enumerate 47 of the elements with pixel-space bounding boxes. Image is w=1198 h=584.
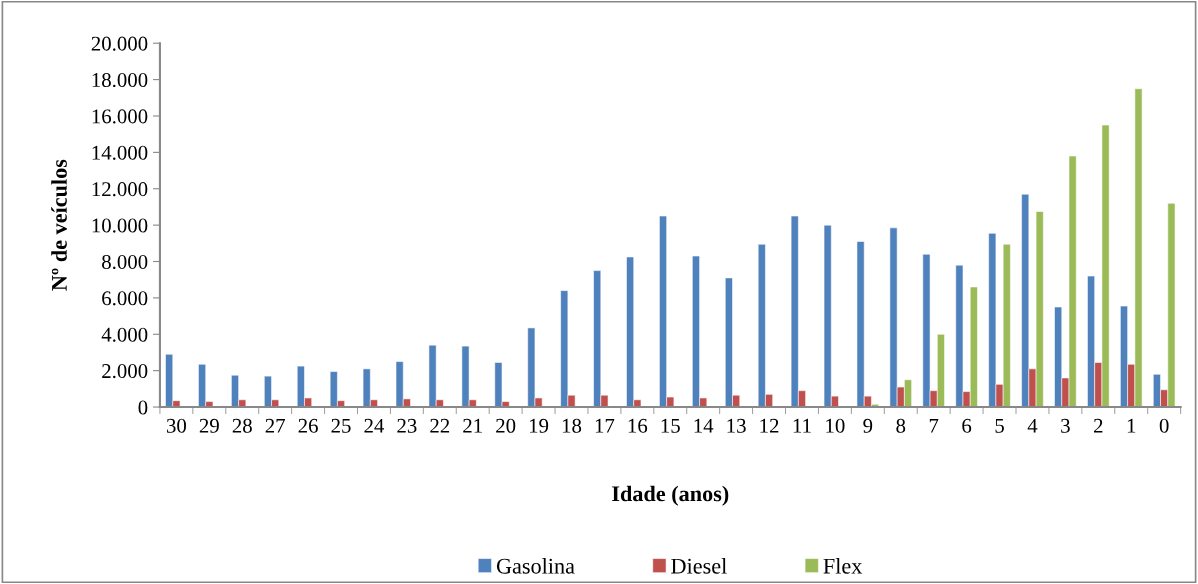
x-tick-label: 5	[995, 418, 1004, 433]
x-tick-label: 0	[1159, 418, 1169, 433]
y-tick-label: 20.000	[91, 36, 148, 51]
x-tick-label: 12	[760, 418, 779, 433]
x-tick-label: 19	[529, 418, 549, 433]
x-tick-label: 15	[661, 418, 680, 433]
legend-label: Diesel	[671, 558, 727, 574]
x-tick-label: 4	[1027, 418, 1038, 433]
y-tick-label: 14.000	[92, 145, 148, 160]
x-tick-label: 18	[562, 418, 582, 433]
x-tick-label: 22	[430, 418, 450, 433]
x-tick-label: 3	[1061, 418, 1070, 433]
x-tick-label: 29	[199, 418, 219, 433]
x-tick-label: 17	[595, 418, 615, 433]
x-tick-label: 26	[298, 418, 318, 433]
x-tick-label: 10	[826, 418, 845, 433]
x-tick-label: 16	[628, 418, 648, 433]
x-tick-label: 2	[1094, 418, 1103, 433]
y-tick-label: 12.000	[92, 182, 148, 197]
x-tick-label: 20	[496, 418, 516, 433]
x-tick-label: 14	[694, 418, 714, 433]
x-tick-label: 28	[232, 418, 252, 433]
x-tick-label: 8	[896, 418, 906, 433]
y-tick-label: 0	[138, 400, 148, 415]
y-axis-title: Nº de veículos	[51, 159, 67, 291]
y-tick-label: 8.000	[102, 254, 148, 270]
x-tick-label: 7	[929, 418, 939, 433]
legend-label: Gasolina	[496, 558, 575, 574]
y-tick-label: 10.000	[92, 218, 148, 233]
x-tick-label: 25	[331, 418, 351, 433]
x-axis-title: Idade (anos)	[612, 485, 729, 506]
y-tick-label: 2.000	[102, 364, 148, 379]
y-tick-label: 4.000	[101, 327, 148, 342]
legend-label: Flex	[823, 558, 863, 574]
x-tick-label: 6	[962, 418, 972, 433]
y-tick-label: 16.000	[92, 109, 148, 124]
x-tick-label: 13	[727, 418, 746, 433]
y-tick-label: 18.000	[92, 72, 148, 88]
x-tick-label: 24	[364, 418, 385, 433]
x-tick-label: 11	[793, 418, 811, 433]
x-tick-label: 30	[166, 418, 187, 433]
x-tick-label: 9	[863, 418, 873, 433]
x-tick-label: 23	[397, 418, 417, 433]
x-tick-label: 27	[265, 418, 285, 433]
y-tick-label: 6.000	[102, 291, 148, 306]
x-tick-label: 21	[463, 418, 482, 433]
x-tick-label: 1	[1127, 418, 1136, 433]
